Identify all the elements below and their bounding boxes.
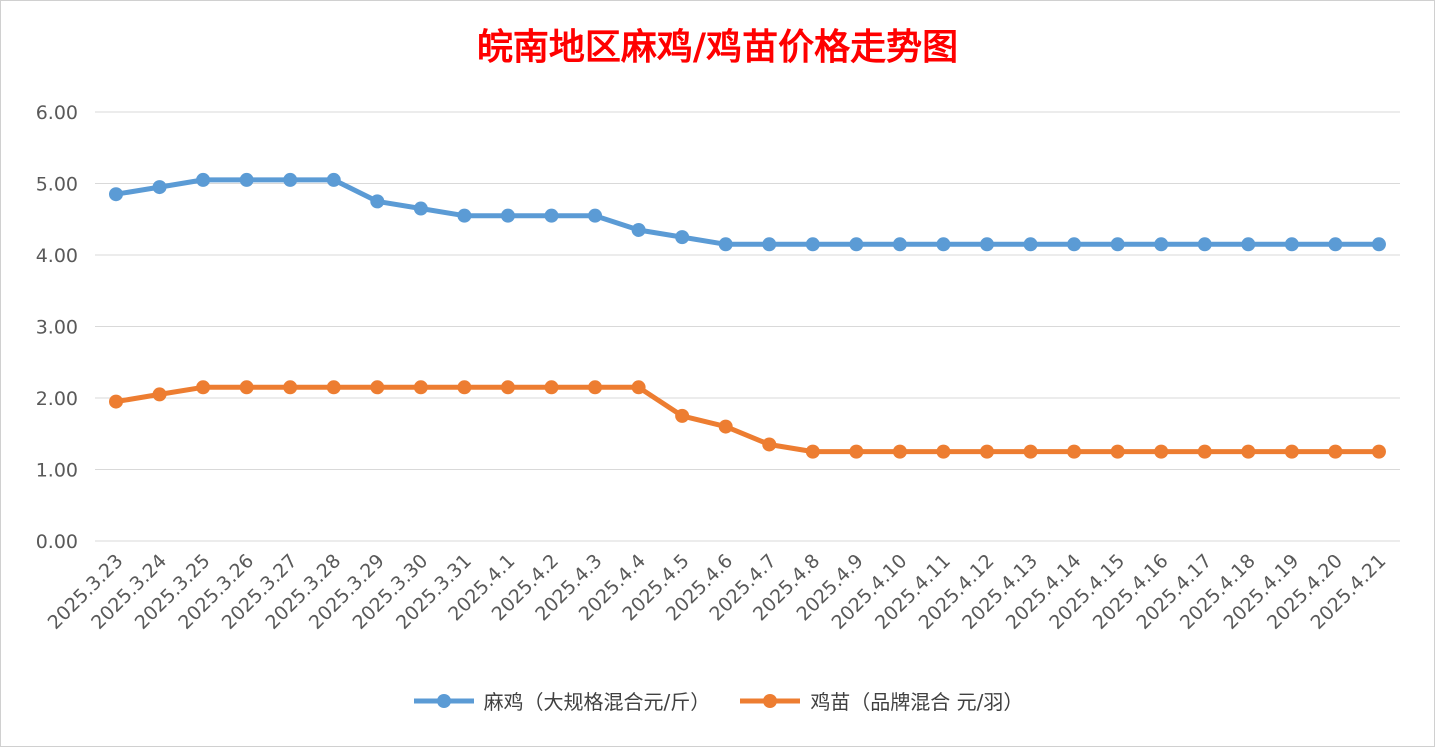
y-tick-label: 6.00	[36, 102, 78, 124]
data-point	[1284, 237, 1299, 252]
chart-title: 皖南地区麻鸡/鸡苗价格走势图	[476, 26, 959, 68]
data-point	[980, 237, 994, 252]
data-point	[457, 208, 472, 223]
data-point	[631, 380, 646, 395]
data-point	[936, 237, 951, 252]
y-tick-label: 3.00	[36, 317, 78, 339]
data-point	[1371, 237, 1386, 252]
legend-item-machicken: 麻鸡（大规格混合元/斤）	[412, 686, 711, 715]
legend: 麻鸡（大规格混合元/斤） 鸡苗（品牌混合 元/羽）	[0, 686, 1435, 715]
data-point	[457, 380, 472, 395]
data-point	[109, 187, 123, 202]
legend-label-machicken: 麻鸡（大规格混合元/斤）	[483, 690, 711, 714]
data-point	[1328, 237, 1343, 252]
data-point	[675, 230, 690, 245]
data-point	[1197, 237, 1212, 252]
data-point	[675, 408, 690, 423]
legend-item-chick: 鸡苗（品牌混合 元/羽）	[738, 686, 1023, 715]
data-point	[239, 380, 254, 395]
legend-label-chick: 鸡苗（品牌混合 元/羽）	[810, 690, 1024, 714]
legend-swatch-machicken	[413, 693, 474, 708]
legend-swatch-chick	[740, 693, 801, 708]
data-point	[196, 380, 211, 395]
y-tick-label: 4.00	[36, 245, 78, 267]
data-point	[1371, 444, 1386, 459]
data-point	[849, 237, 864, 252]
data-point	[1110, 237, 1125, 252]
data-point	[936, 444, 951, 459]
data-point	[370, 194, 385, 209]
y-tick-label: 0.00	[36, 531, 78, 553]
data-point	[326, 172, 341, 187]
data-point	[544, 380, 559, 395]
data-point	[500, 208, 515, 223]
data-point	[283, 172, 298, 187]
data-point	[370, 380, 385, 395]
data-point	[849, 444, 864, 459]
data-point	[718, 237, 733, 252]
data-point	[413, 201, 428, 216]
data-point	[588, 380, 603, 395]
data-point	[1284, 444, 1299, 459]
data-point	[1328, 444, 1343, 459]
data-point	[892, 444, 907, 459]
data-point	[762, 237, 777, 252]
data-point	[500, 380, 515, 395]
series-line-1	[113, 384, 1382, 455]
data-point	[1197, 444, 1212, 459]
series-line-0	[113, 177, 1382, 247]
data-point	[1154, 237, 1169, 252]
data-point	[892, 237, 907, 252]
data-point	[196, 172, 211, 187]
data-point	[1110, 444, 1125, 459]
data-point	[805, 444, 820, 459]
data-point	[1067, 237, 1082, 252]
data-point	[152, 180, 167, 195]
data-point	[283, 380, 298, 395]
data-point	[109, 394, 123, 409]
data-point	[980, 444, 994, 459]
data-point	[1241, 237, 1256, 252]
y-tick-label: 1.00	[36, 460, 78, 482]
y-tick-label: 2.00	[36, 388, 78, 410]
data-point	[413, 380, 428, 395]
data-point	[544, 208, 559, 223]
y-tick-label: 5.00	[36, 174, 78, 196]
data-point	[718, 419, 733, 434]
data-point	[1023, 237, 1038, 252]
data-point	[588, 208, 603, 223]
data-point	[326, 380, 341, 395]
data-point	[1067, 444, 1082, 459]
data-point	[239, 172, 254, 187]
data-point	[805, 237, 820, 252]
data-point	[1154, 444, 1169, 459]
data-point	[631, 222, 646, 237]
data-point	[1023, 444, 1038, 459]
data-point	[152, 387, 167, 402]
data-point	[1241, 444, 1256, 459]
data-point	[762, 437, 777, 452]
